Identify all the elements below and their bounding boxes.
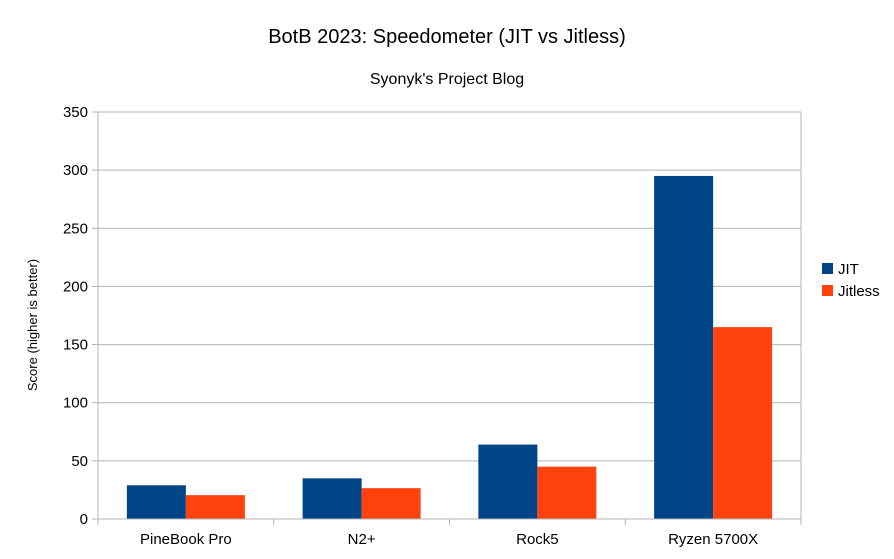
x-tick-label: PineBook Pro [140,531,232,548]
chart-subtitle: Syonyk's Project Blog [370,71,524,88]
axes: 0 50 100 150 200 250 300 350 PineBook Pro N2+ Rock… [63,104,802,548]
x-tick-label: Ryzen 5700X [668,531,758,548]
bar-jit-2 [478,444,538,519]
y-tick-label: 150 [63,337,88,354]
x-tick-label: Rock5 [516,531,559,548]
x-tick-label: N2+ [348,531,376,548]
y-tick-label: 200 [63,278,88,295]
bar-jitless-1 [361,488,421,519]
bar-jitless-0 [185,495,245,519]
bar-jit-0 [126,485,186,519]
legend-swatch-jit [822,263,833,274]
y-tick-label: 0 [80,511,88,528]
y-tick-label: 250 [63,220,88,237]
y-tick-label: 100 [63,395,88,412]
legend-swatch-jitless [822,285,833,296]
bars [126,175,773,519]
chart-title: BotB 2023: Speedometer (JIT vs Jitless) [268,26,626,48]
y-tick-label: 50 [71,453,88,470]
legend-label-jit: JIT [838,261,859,278]
legend-label-jitless: Jitless [838,283,880,300]
bar-jitless-2 [537,466,597,519]
gridlines [98,111,801,520]
y-tick-label: 350 [63,104,88,121]
bar-jit-3 [654,175,714,519]
legend: JIT Jitless [822,261,880,300]
y-axis-label: Score (higher is better) [25,259,40,391]
bar-jitless-3 [713,327,773,519]
y-tick-label: 300 [63,162,88,179]
bar-jit-1 [302,478,362,519]
